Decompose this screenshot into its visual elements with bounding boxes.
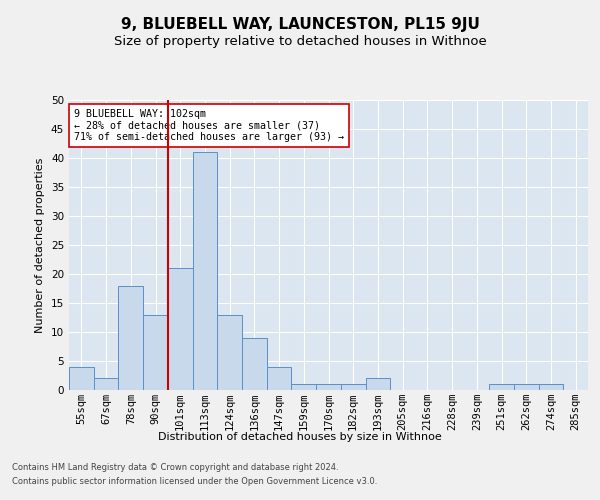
Bar: [365, 378, 390, 390]
Bar: [69, 367, 94, 390]
Text: Contains public sector information licensed under the Open Government Licence v3: Contains public sector information licen…: [12, 478, 377, 486]
Bar: [292, 384, 316, 390]
Text: 9, BLUEBELL WAY, LAUNCESTON, PL15 9JU: 9, BLUEBELL WAY, LAUNCESTON, PL15 9JU: [121, 18, 479, 32]
Text: Size of property relative to detached houses in Withnoe: Size of property relative to detached ho…: [113, 35, 487, 48]
Bar: [242, 338, 267, 390]
Bar: [143, 314, 168, 390]
Bar: [168, 268, 193, 390]
Bar: [193, 152, 217, 390]
Text: Contains HM Land Registry data © Crown copyright and database right 2024.: Contains HM Land Registry data © Crown c…: [12, 462, 338, 471]
Bar: [341, 384, 365, 390]
Bar: [514, 384, 539, 390]
Bar: [539, 384, 563, 390]
Y-axis label: Number of detached properties: Number of detached properties: [35, 158, 46, 332]
Bar: [217, 314, 242, 390]
Bar: [316, 384, 341, 390]
Bar: [118, 286, 143, 390]
Text: Distribution of detached houses by size in Withnoe: Distribution of detached houses by size …: [158, 432, 442, 442]
Bar: [267, 367, 292, 390]
Bar: [489, 384, 514, 390]
Bar: [94, 378, 118, 390]
Text: 9 BLUEBELL WAY: 102sqm
← 28% of detached houses are smaller (37)
71% of semi-det: 9 BLUEBELL WAY: 102sqm ← 28% of detached…: [74, 108, 344, 142]
